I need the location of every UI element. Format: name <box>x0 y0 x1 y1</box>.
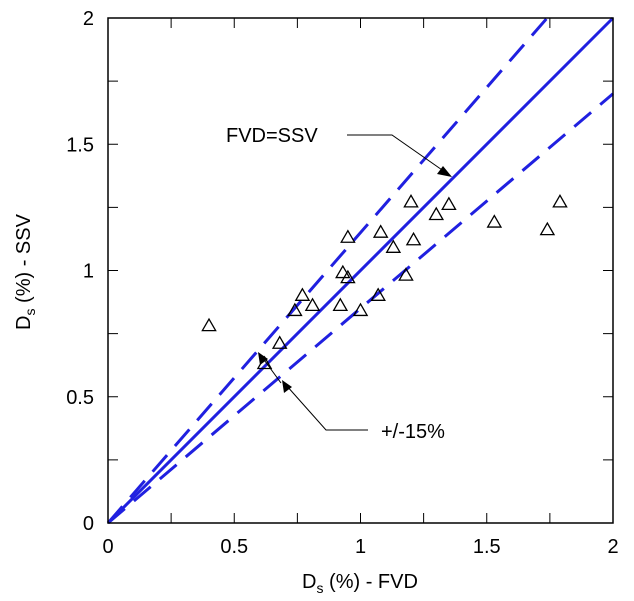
equality-leader-line <box>347 134 446 173</box>
x-axis-title-sub: s <box>317 580 324 596</box>
data-point <box>287 302 303 317</box>
x-tick-label: 0.5 <box>220 536 248 558</box>
data-points <box>201 194 568 370</box>
bounds-leader-line-2 <box>261 356 282 384</box>
bounds-leader-line <box>285 384 368 431</box>
x-tick-label: 1.5 <box>473 536 501 558</box>
data-point <box>403 194 419 208</box>
data-point <box>372 224 389 238</box>
data-point <box>405 231 422 246</box>
axes <box>107 17 614 524</box>
data-point <box>352 302 369 317</box>
data-point <box>428 206 445 221</box>
y-tick-label: 0 <box>83 513 94 535</box>
x-tick-label: 2 <box>607 536 618 558</box>
bound-line-1 <box>106 17 549 524</box>
data-point <box>398 267 414 281</box>
bound-line-2 <box>107 92 614 525</box>
reference-lines <box>106 16 615 525</box>
data-point <box>332 297 349 312</box>
data-point <box>335 264 351 279</box>
data-point <box>294 287 311 301</box>
data-point <box>304 297 321 312</box>
data-point <box>271 335 288 349</box>
x-axis-title: Ds (%) - FVD <box>302 571 418 596</box>
data-point <box>340 229 356 243</box>
x-tick-label: 0 <box>102 536 113 558</box>
bounds-label: +/-15% <box>381 421 445 443</box>
data-point <box>441 196 457 211</box>
data-point <box>552 194 568 208</box>
bounds-arrowhead <box>282 380 292 393</box>
annotation-arrows <box>258 134 452 431</box>
y-tick-label: 1.5 <box>66 134 94 156</box>
data-point <box>385 239 402 253</box>
x-axis-title-base: D <box>302 571 316 593</box>
tick-labels: 0 0.5 1 1.5 2 0 0.5 1 1.5 2 <box>66 8 618 558</box>
y-axis-title-base: D <box>13 316 35 330</box>
equality-line <box>106 16 615 525</box>
y-tick-label: 2 <box>83 8 94 30</box>
y-tick-label: 1 <box>83 261 94 283</box>
x-tick-label: 1 <box>355 536 366 558</box>
equality-line-label: FVD=SSV <box>226 125 318 147</box>
data-point <box>201 317 217 332</box>
y-axis-title-sub: s <box>22 309 38 316</box>
y-axis-title: Ds (%) - SSV <box>13 213 38 330</box>
data-point <box>539 221 556 236</box>
y-axis-title-rest: (%) - SSV <box>13 213 35 308</box>
y-tick-label: 0.5 <box>66 387 94 409</box>
equality-arrowhead <box>437 166 452 177</box>
x-axis-title-rest: (%) - FVD <box>324 571 418 593</box>
bounds-arrowhead-2 <box>258 352 268 365</box>
data-point <box>370 287 386 301</box>
data-point <box>486 214 503 228</box>
data-point <box>340 269 356 284</box>
